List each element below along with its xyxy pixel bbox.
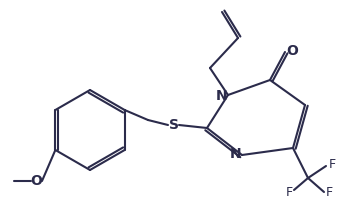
Text: F: F	[329, 158, 335, 171]
Text: O: O	[30, 174, 42, 188]
Text: O: O	[286, 44, 298, 58]
Text: F: F	[325, 187, 333, 200]
Text: S: S	[169, 118, 179, 132]
Text: N: N	[216, 89, 228, 103]
Text: N: N	[230, 147, 242, 161]
Text: F: F	[286, 185, 292, 198]
